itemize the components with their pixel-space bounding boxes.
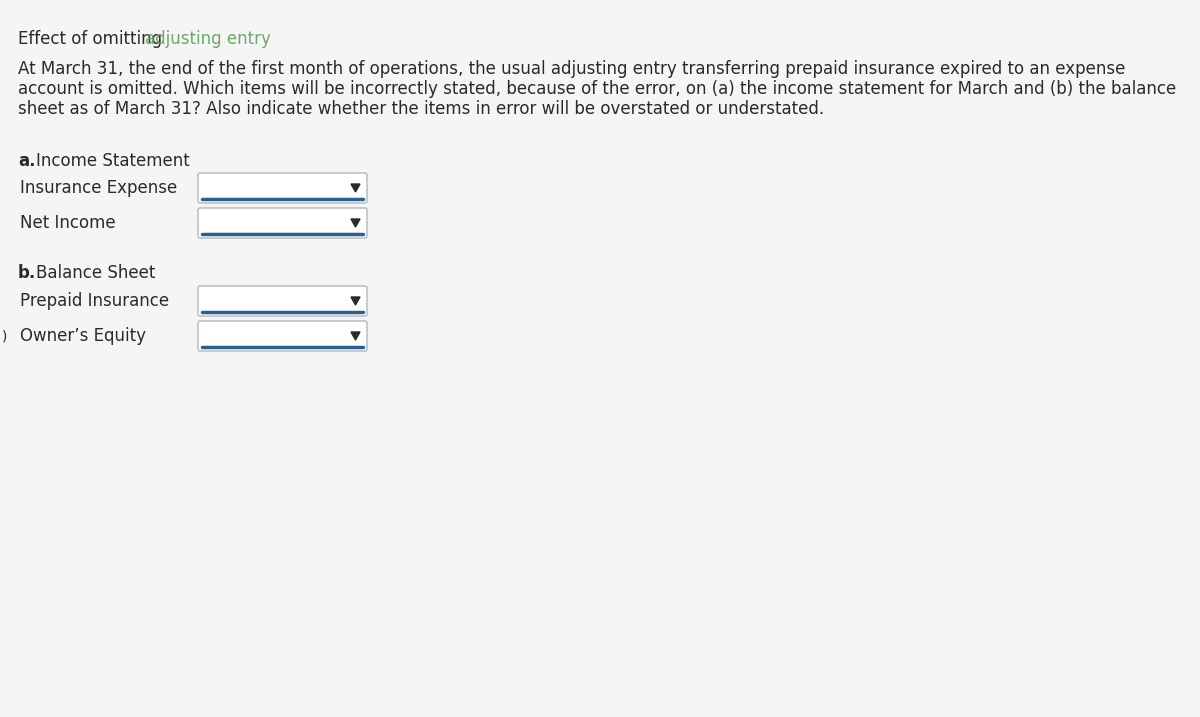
FancyBboxPatch shape [198,173,367,203]
Polygon shape [352,297,360,305]
Text: Income Statement: Income Statement [36,152,190,170]
Text: adjusting entry: adjusting entry [145,30,271,48]
FancyBboxPatch shape [198,208,367,238]
FancyBboxPatch shape [198,286,367,316]
Text: ): ) [2,329,7,343]
Text: Net Income: Net Income [20,214,115,232]
Text: Effect of omitting: Effect of omitting [18,30,167,48]
Polygon shape [352,332,360,340]
Text: account is omitted. Which items will be incorrectly stated, because of the error: account is omitted. Which items will be … [18,80,1176,98]
Text: Balance Sheet: Balance Sheet [36,264,155,282]
Text: Insurance Expense: Insurance Expense [20,179,178,197]
Text: At March 31, the end of the first month of operations, the usual adjusting entry: At March 31, the end of the first month … [18,60,1126,78]
FancyBboxPatch shape [198,321,367,351]
Text: Prepaid Insurance: Prepaid Insurance [20,292,169,310]
Polygon shape [352,184,360,192]
Text: Owner’s Equity: Owner’s Equity [20,327,146,345]
Text: b.: b. [18,264,36,282]
Text: a.: a. [18,152,36,170]
Text: sheet as of March 31? Also indicate whether the items in error will be overstate: sheet as of March 31? Also indicate whet… [18,100,824,118]
Polygon shape [352,219,360,227]
